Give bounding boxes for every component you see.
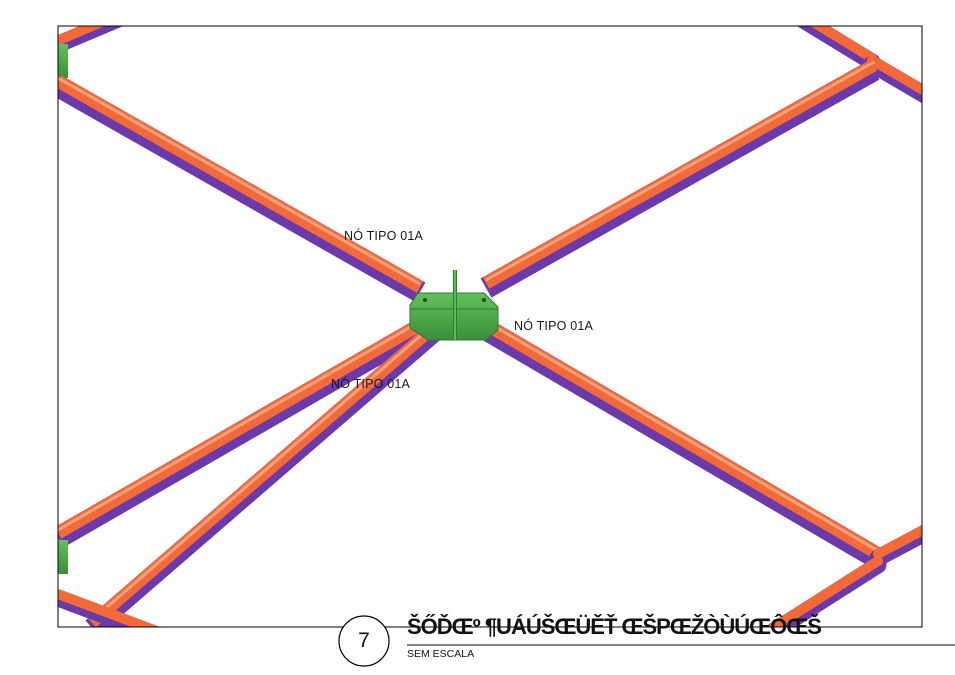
tube-lower-right-edge — [869, 524, 922, 567]
bolt-hole-right — [482, 298, 486, 302]
tube-diagonal-lower-left-b — [85, 310, 455, 627]
detail-number-circle — [338, 615, 390, 667]
tube-diagonal-lower-right — [464, 309, 886, 570]
tube-diagonal-lower-left-a — [58, 307, 446, 548]
tube-top-right-far — [863, 55, 922, 104]
node-label-top: NÓ TIPO 01A — [344, 229, 424, 243]
truss-members — [58, 26, 922, 627]
bolt-hole-left — [423, 298, 427, 302]
node-stub-upper-left — [58, 44, 68, 78]
node-label-right: NÓ TIPO 01A — [514, 319, 594, 333]
node-stub-lower-left — [58, 540, 68, 574]
detail-scale: SEM ESCALA — [407, 648, 475, 660]
node-label-left: NÓ TIPO 01A — [331, 377, 411, 391]
central-node-plate — [409, 270, 499, 341]
detail-title: ŠŐĎŒº ¶UÁÚŠŒÜĚŤ ŒŠPŒŽÒÙÚŒÔŒŠ — [407, 614, 822, 639]
drawing-frame — [57, 25, 923, 628]
detail-number: 7 — [358, 629, 370, 652]
tube-upper-left-edge — [58, 26, 124, 54]
tube-top-right-edge — [796, 26, 881, 71]
tube-lower-left-edge — [58, 589, 161, 627]
tube-diagonal-upper-right — [480, 59, 880, 298]
tube-diagonal-upper-left — [58, 75, 426, 302]
tube-bottom-right-edge — [764, 556, 887, 627]
